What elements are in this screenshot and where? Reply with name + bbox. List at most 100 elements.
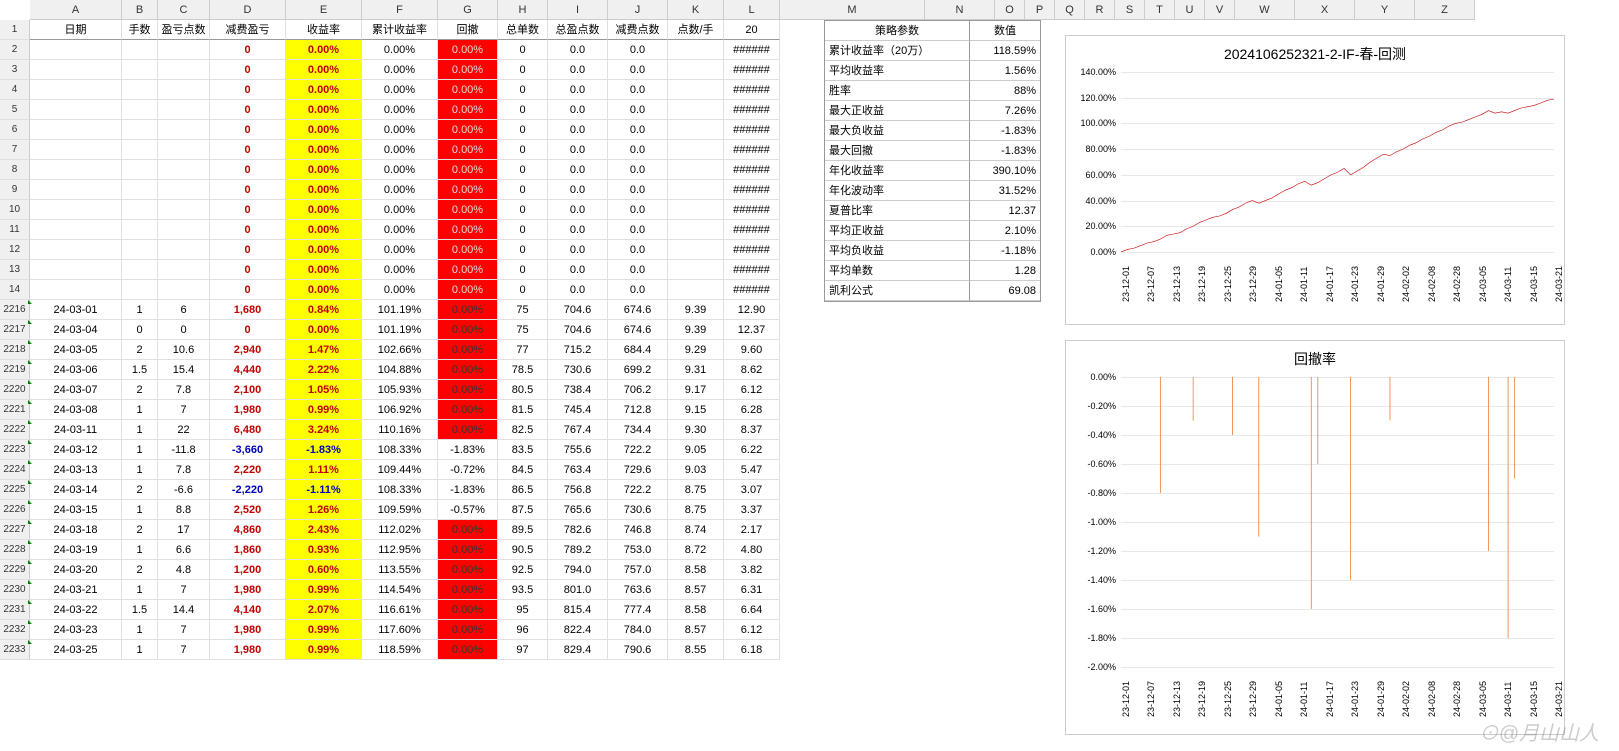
cell[interactable]: 2,220: [210, 460, 286, 480]
cell[interactable]: [158, 60, 210, 80]
cell[interactable]: 0: [498, 220, 548, 240]
cell[interactable]: 9.17: [668, 380, 724, 400]
cell[interactable]: [158, 40, 210, 60]
col-header-T[interactable]: T: [1145, 0, 1175, 19]
cell[interactable]: 22: [158, 420, 210, 440]
cell[interactable]: 0.00%: [438, 600, 498, 620]
cell[interactable]: 0.00%: [438, 340, 498, 360]
row-header-2216[interactable]: 2216: [0, 300, 30, 320]
cell[interactable]: 24-03-11: [30, 420, 122, 440]
col-header-S[interactable]: S: [1115, 0, 1145, 19]
cell[interactable]: 回撤: [438, 20, 498, 40]
cell[interactable]: 9.39: [668, 300, 724, 320]
cell[interactable]: 8.55: [668, 640, 724, 660]
cell[interactable]: [122, 60, 158, 80]
cell[interactable]: 0: [210, 200, 286, 220]
cell[interactable]: 0.0: [548, 120, 608, 140]
cell[interactable]: 116.61%: [362, 600, 438, 620]
cell[interactable]: 7.8: [158, 380, 210, 400]
cell[interactable]: 777.4: [608, 600, 668, 620]
row-header-2231[interactable]: 2231: [0, 600, 30, 620]
cell[interactable]: 1: [122, 440, 158, 460]
cell[interactable]: 0.00%: [438, 320, 498, 340]
cell[interactable]: 0.00%: [438, 140, 498, 160]
cell[interactable]: 8.75: [668, 480, 724, 500]
cell[interactable]: 0: [210, 40, 286, 60]
cell[interactable]: 0.0: [608, 80, 668, 100]
cell[interactable]: 0: [498, 180, 548, 200]
cell[interactable]: 0.00%: [438, 640, 498, 660]
cell[interactable]: [30, 200, 122, 220]
cell[interactable]: 0.00%: [286, 260, 362, 280]
cell[interactable]: [30, 180, 122, 200]
col-header-Y[interactable]: Y: [1355, 0, 1415, 19]
cell[interactable]: 3.37: [724, 500, 780, 520]
cell[interactable]: 0.0: [548, 40, 608, 60]
cell[interactable]: 8.58: [668, 560, 724, 580]
cell[interactable]: 4,860: [210, 520, 286, 540]
cell[interactable]: 763.6: [608, 580, 668, 600]
cell[interactable]: 2: [122, 480, 158, 500]
cell[interactable]: 0.00%: [286, 320, 362, 340]
cell[interactable]: 7: [158, 640, 210, 660]
cell[interactable]: 0.00%: [286, 60, 362, 80]
cell[interactable]: 6.31: [724, 580, 780, 600]
cell[interactable]: 1,860: [210, 540, 286, 560]
cell[interactable]: 86.5: [498, 480, 548, 500]
cell[interactable]: 0.0: [608, 220, 668, 240]
cell[interactable]: 0.00%: [362, 60, 438, 80]
cell[interactable]: 790.6: [608, 640, 668, 660]
row-header-2229[interactable]: 2229: [0, 560, 30, 580]
cell[interactable]: 0: [210, 280, 286, 300]
cell[interactable]: 77: [498, 340, 548, 360]
cell[interactable]: [30, 260, 122, 280]
cell[interactable]: 0: [210, 240, 286, 260]
cell[interactable]: 0.00%: [438, 40, 498, 60]
cell[interactable]: 0: [498, 60, 548, 80]
cell[interactable]: 24-03-01: [30, 300, 122, 320]
row-header-2230[interactable]: 2230: [0, 580, 30, 600]
cell[interactable]: 20: [724, 20, 780, 40]
cell[interactable]: 789.2: [548, 540, 608, 560]
cell[interactable]: 684.4: [608, 340, 668, 360]
cell[interactable]: 109.44%: [362, 460, 438, 480]
cell[interactable]: 0.00%: [362, 240, 438, 260]
cell[interactable]: 730.6: [608, 500, 668, 520]
cell[interactable]: -0.57%: [438, 500, 498, 520]
cell[interactable]: 1: [122, 540, 158, 560]
row-header-2233[interactable]: 2233: [0, 640, 30, 660]
cell[interactable]: 0.00%: [438, 80, 498, 100]
cell[interactable]: 盈亏点数: [158, 20, 210, 40]
cell[interactable]: 0: [122, 320, 158, 340]
cell[interactable]: 7: [158, 400, 210, 420]
cell[interactable]: [122, 140, 158, 160]
row-header-2219[interactable]: 2219: [0, 360, 30, 380]
cell[interactable]: [668, 160, 724, 180]
col-header-D[interactable]: D: [210, 0, 286, 19]
cell[interactable]: 2.22%: [286, 360, 362, 380]
cell[interactable]: 4,440: [210, 360, 286, 380]
cell[interactable]: 0.00%: [438, 520, 498, 540]
row-header-9[interactable]: 9: [0, 180, 30, 200]
cell[interactable]: [158, 280, 210, 300]
cell[interactable]: 24-03-15: [30, 500, 122, 520]
col-header-L[interactable]: L: [724, 0, 780, 19]
cell[interactable]: 87.5: [498, 500, 548, 520]
cell[interactable]: [30, 60, 122, 80]
cell[interactable]: 8.72: [668, 540, 724, 560]
cell[interactable]: 722.2: [608, 440, 668, 460]
cell[interactable]: 减费盈亏: [210, 20, 286, 40]
col-header-V[interactable]: V: [1205, 0, 1235, 19]
cell[interactable]: 0.00%: [438, 540, 498, 560]
cell[interactable]: 24-03-06: [30, 360, 122, 380]
cell[interactable]: 0: [498, 160, 548, 180]
cell[interactable]: 24-03-19: [30, 540, 122, 560]
cell[interactable]: 1: [122, 460, 158, 480]
cell[interactable]: 0.00%: [438, 400, 498, 420]
cell[interactable]: 0: [210, 180, 286, 200]
cell[interactable]: 704.6: [548, 320, 608, 340]
cell[interactable]: 0.00%: [438, 620, 498, 640]
cell[interactable]: 753.0: [608, 540, 668, 560]
cell[interactable]: 12.90: [724, 300, 780, 320]
cell[interactable]: 2: [122, 380, 158, 400]
